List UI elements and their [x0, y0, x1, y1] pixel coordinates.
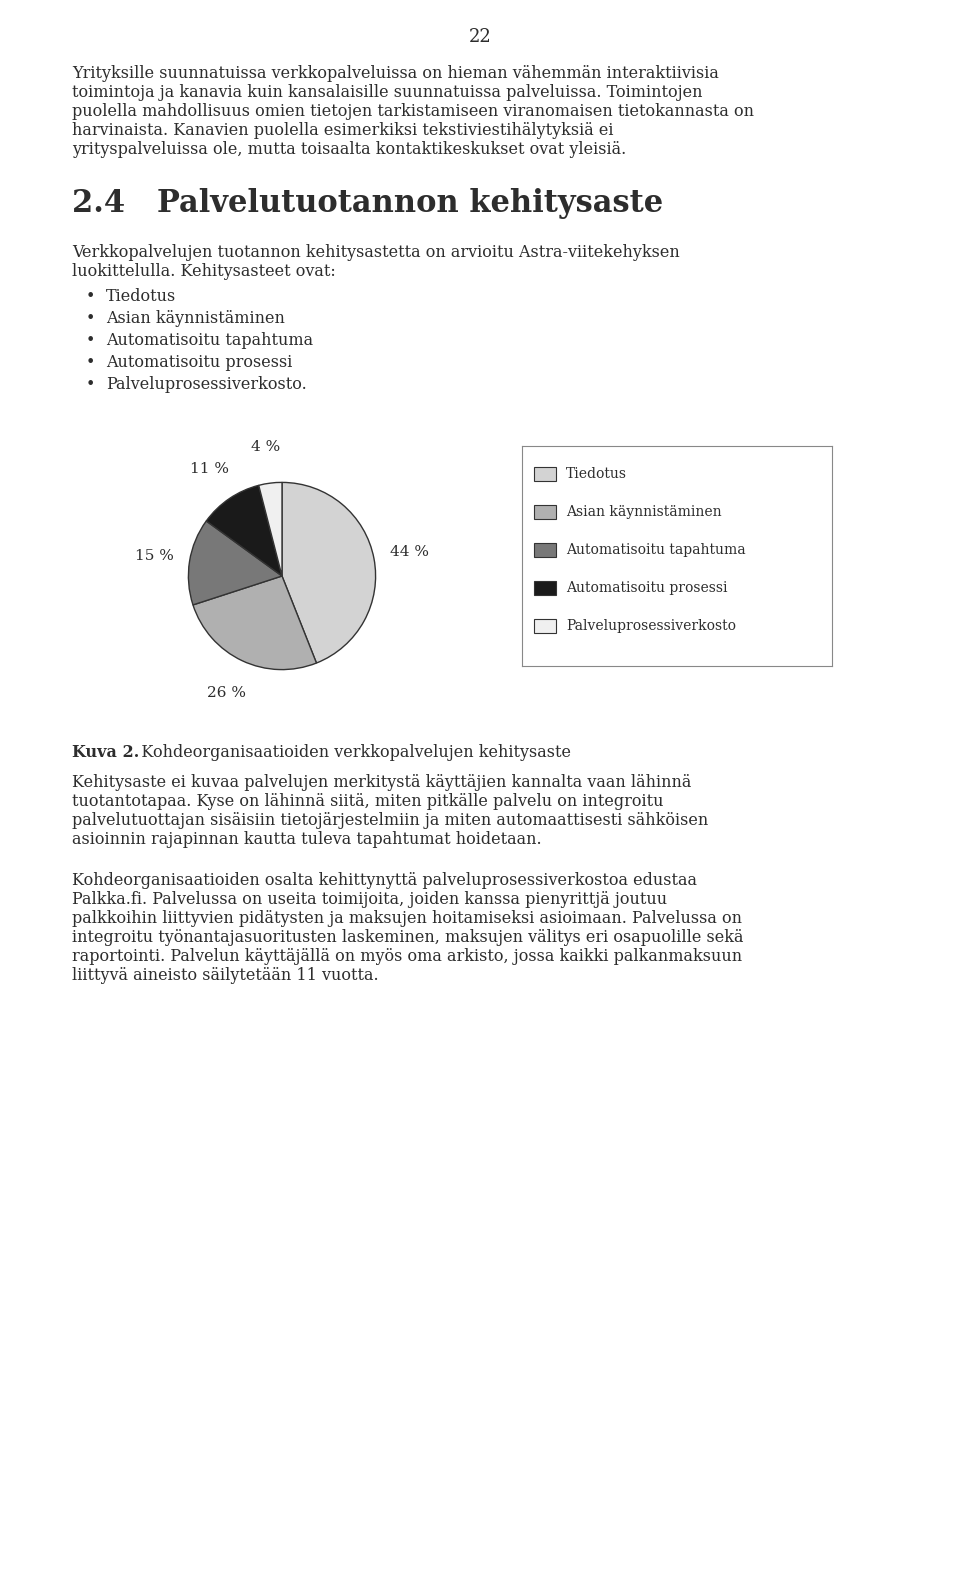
- Text: palvelutuottajan sisäisiin tietojärjestelmiin ja miten automaattisesti sähköisen: palvelutuottajan sisäisiin tietojärjeste…: [72, 812, 708, 829]
- Text: Kohdeorganisaatioiden osalta kehittynyttä palveluprosessiverkostoa edustaa: Kohdeorganisaatioiden osalta kehittynytt…: [72, 872, 697, 889]
- Text: Asian käynnistäminen: Asian käynnistäminen: [106, 309, 285, 327]
- Text: Verkkopalvelujen tuotannon kehitysastetta on arvioitu Astra-viitekehyksen: Verkkopalvelujen tuotannon kehitysastett…: [72, 244, 680, 261]
- Text: yrityspalveluissa ole, mutta toisaalta kontaktikeskukset ovat yleisiä.: yrityspalveluissa ole, mutta toisaalta k…: [72, 141, 626, 159]
- Bar: [534, 619, 556, 633]
- Text: •: •: [86, 375, 95, 393]
- Text: •: •: [86, 309, 95, 327]
- Bar: [534, 467, 556, 481]
- Text: puolella mahdollisuus omien tietojen tarkistamiseen viranomaisen tietokannasta o: puolella mahdollisuus omien tietojen tar…: [72, 104, 754, 119]
- Bar: [534, 504, 556, 518]
- Text: Palveluprosessiverkosto: Palveluprosessiverkosto: [566, 619, 736, 633]
- Wedge shape: [188, 522, 282, 605]
- Text: 4 %: 4 %: [252, 440, 280, 454]
- Text: 11 %: 11 %: [190, 462, 228, 476]
- Text: luokittelulla. Kehitysasteet ovat:: luokittelulla. Kehitysasteet ovat:: [72, 262, 336, 280]
- Text: Asian käynnistäminen: Asian käynnistäminen: [566, 504, 722, 518]
- Text: •: •: [86, 331, 95, 349]
- Text: toimintoja ja kanavia kuin kansalaisille suunnatuissa palveluissa. Toimintojen: toimintoja ja kanavia kuin kansalaisille…: [72, 83, 703, 101]
- Text: 44 %: 44 %: [390, 545, 429, 559]
- Wedge shape: [206, 485, 282, 577]
- Text: asioinnin rajapinnan kautta tuleva tapahtumat hoidetaan.: asioinnin rajapinnan kautta tuleva tapah…: [72, 831, 541, 848]
- Text: •: •: [86, 287, 95, 305]
- Text: 26 %: 26 %: [207, 687, 247, 701]
- Text: Palveluprosessiverkosto.: Palveluprosessiverkosto.: [106, 375, 307, 393]
- Text: 15 %: 15 %: [134, 548, 174, 562]
- Text: Kuva 2.: Kuva 2.: [72, 745, 139, 760]
- Text: raportointi. Palvelun käyttäjällä on myös oma arkisto, jossa kaikki palkanmaksuu: raportointi. Palvelun käyttäjällä on myö…: [72, 947, 742, 965]
- Text: palkkoihin liittyvien pidätysten ja maksujen hoitamiseksi asioimaan. Palvelussa : palkkoihin liittyvien pidätysten ja maks…: [72, 910, 742, 927]
- Wedge shape: [193, 577, 317, 669]
- Bar: [534, 581, 556, 595]
- Text: Yrityksille suunnatuissa verkkopalveluissa on hieman vähemmän interaktiivisia: Yrityksille suunnatuissa verkkopalveluis…: [72, 64, 719, 82]
- Text: liittyvä aineisto säilytetään 11 vuotta.: liittyvä aineisto säilytetään 11 vuotta.: [72, 968, 378, 983]
- Text: tuotantotapaa. Kyse on lähinnä siitä, miten pitkälle palvelu on integroitu: tuotantotapaa. Kyse on lähinnä siitä, mi…: [72, 793, 663, 811]
- Text: Kehitysaste ei kuvaa palvelujen merkitystä käyttäjien kannalta vaan lähinnä: Kehitysaste ei kuvaa palvelujen merkitys…: [72, 775, 691, 792]
- Text: Automatisoitu tapahtuma: Automatisoitu tapahtuma: [106, 331, 313, 349]
- Text: Automatisoitu prosessi: Automatisoitu prosessi: [106, 353, 293, 371]
- Text: Tiedotus: Tiedotus: [566, 467, 627, 481]
- Text: Automatisoitu tapahtuma: Automatisoitu tapahtuma: [566, 544, 746, 558]
- Wedge shape: [259, 482, 282, 577]
- Text: Palkka.fi. Palvelussa on useita toimijoita, joiden kanssa pienyrittjä joutuu: Palkka.fi. Palvelussa on useita toimijoi…: [72, 891, 667, 908]
- Wedge shape: [282, 482, 375, 663]
- Text: harvinaista. Kanavien puolella esimerkiksi tekstiviestihälytyksiä ei: harvinaista. Kanavien puolella esimerkik…: [72, 123, 613, 138]
- Text: Tiedotus: Tiedotus: [106, 287, 177, 305]
- Text: Automatisoitu prosessi: Automatisoitu prosessi: [566, 581, 728, 595]
- Text: Kohdeorganisaatioiden verkkopalvelujen kehitysaste: Kohdeorganisaatioiden verkkopalvelujen k…: [126, 745, 571, 760]
- Text: •: •: [86, 353, 95, 371]
- Text: 2.4   Palvelutuotannon kehitysaste: 2.4 Palvelutuotannon kehitysaste: [72, 189, 663, 218]
- Text: 22: 22: [468, 28, 492, 46]
- Bar: [534, 544, 556, 558]
- Text: integroitu työnantajasuoritusten laskeminen, maksujen välitys eri osapuolille se: integroitu työnantajasuoritusten laskemi…: [72, 928, 743, 946]
